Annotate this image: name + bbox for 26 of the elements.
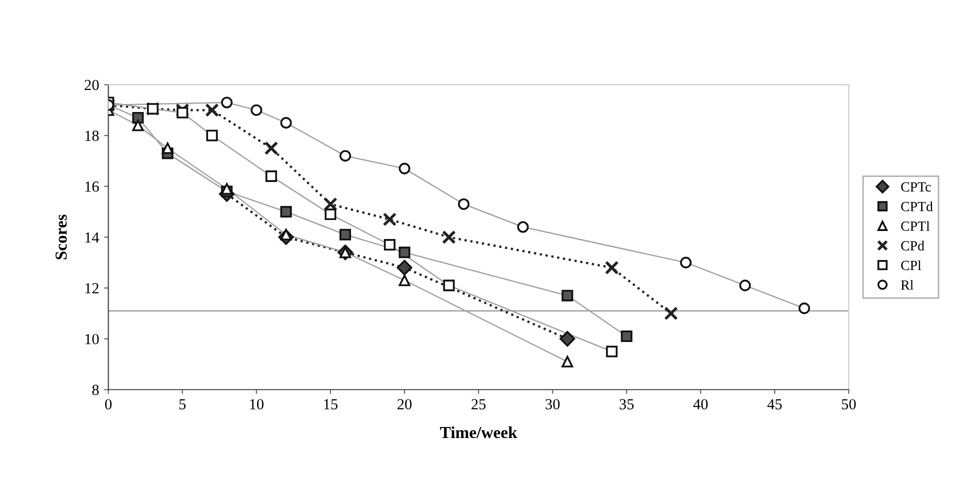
legend-label: Rl (900, 280, 914, 290)
x-tick-label: 30 (546, 399, 560, 410)
x-tick-label: 50 (842, 399, 856, 410)
y-axis-title: Scores (56, 214, 67, 260)
x-tick-label: 40 (693, 399, 708, 410)
x-tick-label: 20 (398, 399, 412, 410)
y-tick-label: 16 (85, 182, 99, 192)
legend-label: CPd (901, 240, 924, 250)
y-tick-label: 18 (85, 130, 99, 141)
legend-label: CPTc (901, 182, 931, 192)
x-tick-label: 0 (105, 399, 112, 410)
x-tick-label: 35 (620, 399, 634, 410)
y-tick-label: 10 (85, 334, 99, 344)
x-tick-label: 45 (767, 399, 782, 410)
legend-label: CPTd (901, 201, 933, 212)
x-axis-title: Time/week (440, 426, 518, 438)
x-tick-label: 25 (472, 399, 486, 410)
x-tick-label: 15 (324, 399, 338, 410)
y-tick-label: 20 (84, 80, 99, 90)
y-tick-label: 12 (85, 283, 98, 294)
x-tick-label: 5 (179, 399, 186, 410)
y-tick-label: 14 (85, 232, 100, 242)
x-tick-label: 10 (250, 399, 264, 410)
y-tick-label: 8 (92, 384, 99, 396)
legend-label: CPl (901, 260, 922, 270)
legend-label: CPTl (901, 221, 930, 231)
